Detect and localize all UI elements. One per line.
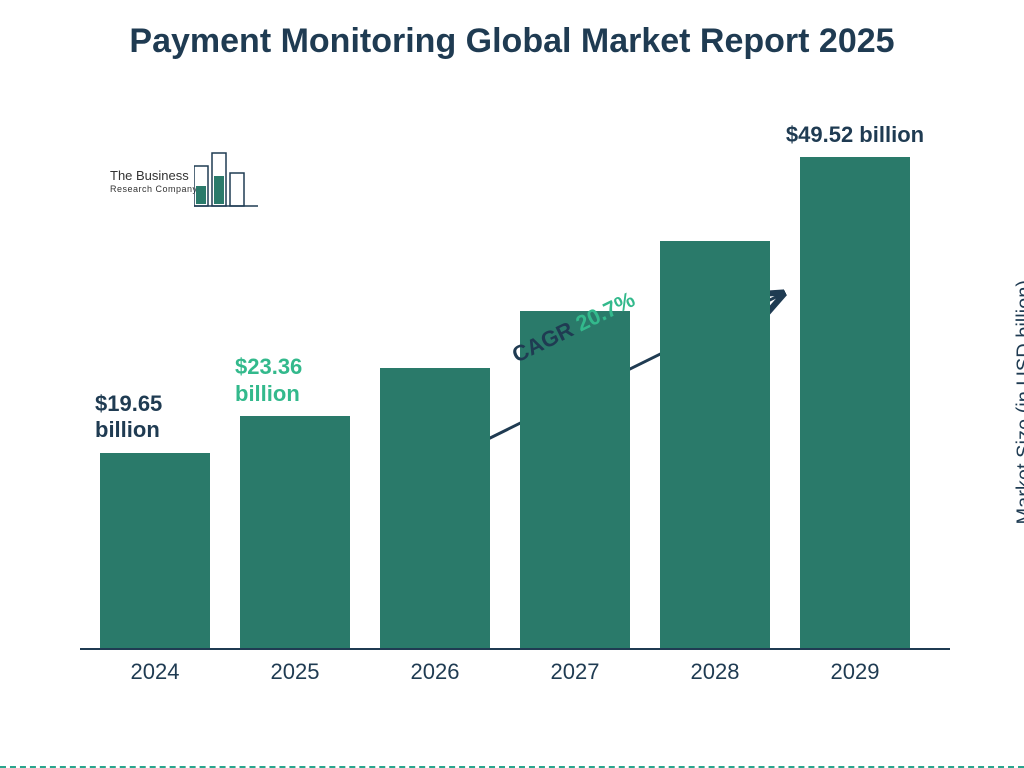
x-label-2028: 2028: [650, 659, 780, 685]
x-label-2024: 2024: [90, 659, 220, 685]
value-label-2025: $23.36billion: [235, 354, 365, 407]
x-axis-baseline: [80, 648, 950, 650]
x-label-2027: 2027: [510, 659, 640, 685]
x-label-2025: 2025: [230, 659, 360, 685]
bar-2026: [380, 368, 490, 648]
bar-2024: [100, 453, 210, 648]
chart-container: Payment Monitoring Global Market Report …: [0, 0, 1024, 768]
plot-area: 2024 2025 2026 2027 2028 2029 $19.65billion$23…: [80, 130, 950, 690]
bar-2025: [240, 416, 350, 648]
bar-2027: [520, 311, 630, 648]
value-label-2024: $19.65billion: [95, 391, 225, 444]
bar-2029: [800, 157, 910, 648]
value-label-2029: $49.52 billion: [770, 122, 940, 148]
bar-2028: [660, 241, 770, 648]
x-label-2026: 2026: [370, 659, 500, 685]
y-axis-label: Market Size (in USD billion): [1014, 280, 1024, 525]
x-label-2029: 2029: [790, 659, 920, 685]
chart-title: Payment Monitoring Global Market Report …: [0, 20, 1024, 63]
